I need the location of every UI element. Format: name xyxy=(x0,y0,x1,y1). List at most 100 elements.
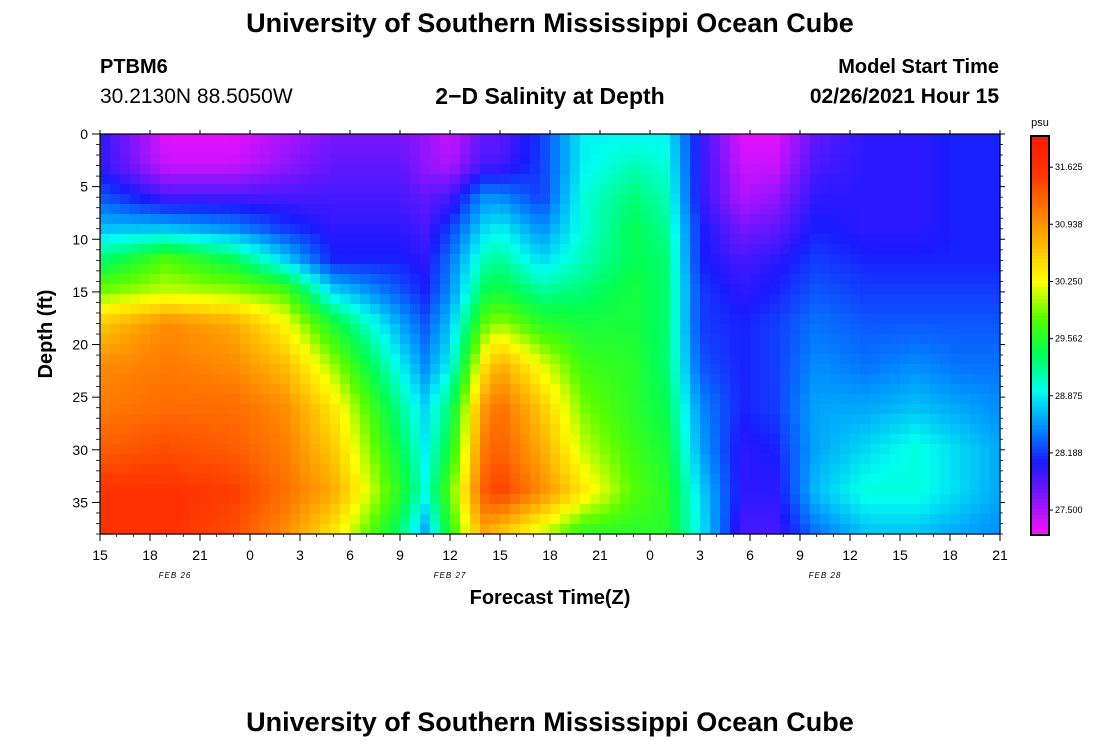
heatmap-cell xyxy=(550,234,561,245)
heatmap-cell xyxy=(990,224,1001,235)
heatmap-cell xyxy=(860,514,871,525)
heatmap-cell xyxy=(150,404,161,415)
date-label: FEB 27 xyxy=(434,571,467,580)
heatmap-cell xyxy=(100,494,111,505)
heatmap-cell xyxy=(170,444,181,455)
heatmap-cell xyxy=(320,354,331,365)
heatmap-cell xyxy=(910,424,921,435)
heatmap-cell xyxy=(290,464,301,475)
heatmap-cell xyxy=(800,514,811,525)
heatmap-cell xyxy=(110,264,121,275)
heatmap-cell xyxy=(890,494,901,505)
heatmap-cell xyxy=(840,464,851,475)
heatmap-cell xyxy=(200,144,211,155)
heatmap-cell xyxy=(800,444,811,455)
heatmap-cell xyxy=(840,304,851,315)
heatmap-cell xyxy=(950,304,961,315)
heatmap-cell xyxy=(630,474,641,485)
colorbar-band xyxy=(1031,255,1049,260)
heatmap-cell xyxy=(810,374,821,385)
heatmap-cell xyxy=(710,324,721,335)
heatmap-cell xyxy=(960,164,971,175)
heatmap-cell xyxy=(350,424,361,435)
heatmap-cell xyxy=(990,244,1001,255)
heatmap-cell xyxy=(790,264,801,275)
heatmap-cell xyxy=(340,234,351,245)
heatmap-cell xyxy=(340,174,351,185)
heatmap-cell xyxy=(150,464,161,475)
heatmap-cell xyxy=(120,424,131,435)
heatmap-cell xyxy=(560,204,571,215)
heatmap-cell xyxy=(340,164,351,175)
heatmap-cell xyxy=(260,304,271,315)
heatmap-cell xyxy=(420,354,431,365)
heatmap-cell xyxy=(350,334,361,345)
heatmap-cell xyxy=(320,494,331,505)
heatmap-cell xyxy=(730,194,741,205)
heatmap-cell xyxy=(560,164,571,175)
heatmap-cell xyxy=(840,454,851,465)
heatmap-cell xyxy=(420,464,431,475)
heatmap-cell xyxy=(790,314,801,325)
heatmap-cell xyxy=(190,484,201,495)
heatmap-cell xyxy=(480,184,491,195)
heatmap-cell xyxy=(210,314,221,325)
heatmap-cell xyxy=(830,304,841,315)
heatmap-cell xyxy=(580,244,591,255)
heatmap-cell xyxy=(850,314,861,325)
colorbar-band xyxy=(1031,525,1049,529)
heatmap-cell xyxy=(680,154,691,165)
heatmap-cell xyxy=(520,134,531,145)
heatmap-cell xyxy=(350,434,361,445)
heatmap-cell xyxy=(970,324,981,335)
heatmap-cell xyxy=(790,154,801,165)
heatmap-cell xyxy=(330,254,341,265)
heatmap-cell xyxy=(140,264,151,275)
heatmap-cell xyxy=(420,474,431,485)
heatmap-cell xyxy=(490,294,501,305)
heatmap-cell xyxy=(420,424,431,435)
heatmap-cell xyxy=(460,304,471,315)
heatmap-cell xyxy=(710,294,721,305)
heatmap-cell xyxy=(620,254,631,265)
heatmap-cell xyxy=(760,444,771,455)
heatmap-cell xyxy=(520,294,531,305)
heatmap-cell xyxy=(730,264,741,275)
heatmap-cell xyxy=(300,524,311,535)
heatmap-cell xyxy=(720,494,731,505)
heatmap-cell xyxy=(610,354,621,365)
colorbar-band xyxy=(1031,385,1049,390)
heatmap-cell xyxy=(560,324,571,335)
heatmap-cell xyxy=(470,264,481,275)
heatmap-cell xyxy=(380,224,391,235)
heatmap-cell xyxy=(850,394,861,405)
heatmap-cell xyxy=(860,344,871,355)
heatmap-cell xyxy=(380,394,391,405)
heatmap-cell xyxy=(180,374,191,385)
heatmap-cell xyxy=(740,274,751,285)
heatmap-cell xyxy=(820,424,831,435)
heatmap-cell xyxy=(480,324,491,335)
heatmap-cell xyxy=(210,144,221,155)
heatmap-cell xyxy=(460,134,471,145)
heatmap-cell xyxy=(810,504,821,515)
heatmap-cell xyxy=(670,244,681,255)
heatmap-cell xyxy=(200,354,211,365)
heatmap-cell xyxy=(240,444,251,455)
heatmap-cell xyxy=(800,494,811,505)
heatmap-cell xyxy=(220,184,231,195)
heatmap-cell xyxy=(410,224,421,235)
heatmap-cell xyxy=(630,264,641,275)
heatmap-cell xyxy=(270,504,281,515)
heatmap-cell xyxy=(700,464,711,475)
heatmap-cell xyxy=(190,214,201,225)
heatmap-cell xyxy=(980,334,991,345)
heatmap-cell xyxy=(560,284,571,295)
heatmap-cell xyxy=(560,374,571,385)
colorbar-band xyxy=(1031,282,1049,287)
colorbar-band xyxy=(1031,262,1049,267)
heatmap-cell xyxy=(180,194,191,205)
heatmap-cell xyxy=(500,444,511,455)
heatmap-cell xyxy=(600,294,611,305)
heatmap-cell xyxy=(940,394,951,405)
